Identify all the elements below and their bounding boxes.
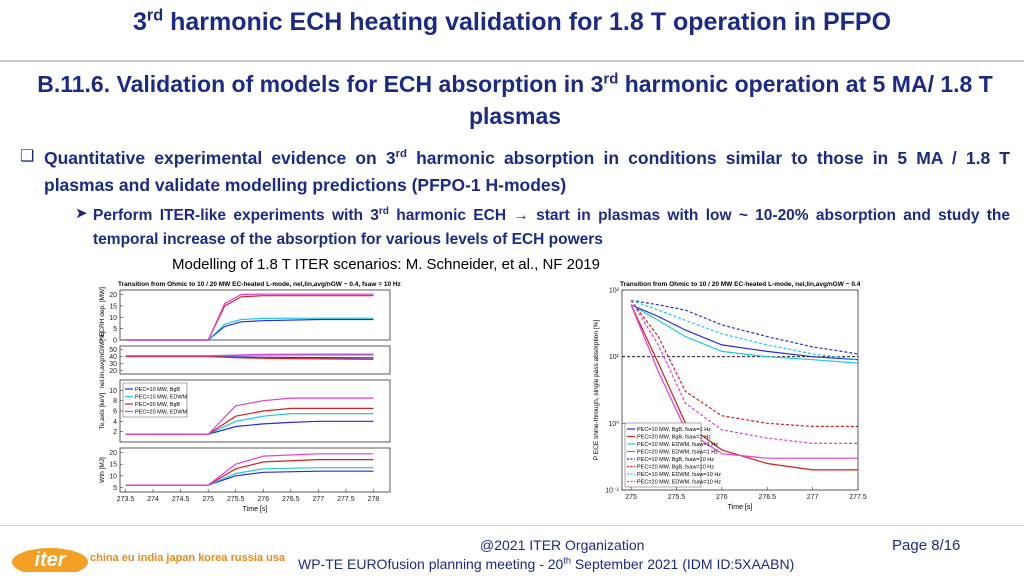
x-tick-label: 276.5 (282, 496, 300, 503)
bullet: Quantitative experimental evidence on 3r… (44, 148, 1010, 195)
sub-bullet: Perform ITER-like experiments with 3rd h… (93, 205, 1010, 248)
series-line (125, 293, 374, 341)
y-tick-label: 6 (113, 409, 117, 416)
y-axis-label: P ECE shine-through, single pass absorpt… (593, 320, 600, 461)
y-axis-label: nel,lin,avg/nGW [%] (99, 331, 106, 388)
x-axis-label: Time [s] (243, 506, 268, 513)
plot-frame (119, 345, 391, 375)
title-rule (0, 60, 1024, 62)
y-tick-label: 10 (109, 315, 117, 322)
x-tick-label: 277 (313, 496, 325, 503)
series-line (630, 299, 859, 361)
section-heading: B.11.6. Validation of models for ECH abs… (37, 70, 993, 129)
y-tick-label: 10² (609, 288, 620, 295)
y-tick-label: 4 (113, 419, 117, 426)
x-tick-label: 277.5 (849, 494, 867, 501)
x-tick-label: 273.5 (117, 496, 135, 503)
y-tick-label: 8 (113, 398, 117, 405)
y-tick-label: 15 (109, 462, 117, 469)
legend-label: PEC=20 MW, BgB (135, 402, 180, 408)
x-tick-label: 274 (147, 496, 159, 503)
y-tick-label: 10 (109, 388, 117, 395)
series-line (631, 299, 859, 355)
bullet-marker: ➤ (75, 205, 88, 222)
x-axis-label: Time [s] (728, 504, 753, 511)
legend-label: PEC=10 MW, BgB, fsaw=10 Hz (637, 457, 714, 463)
y-tick-label: 10⁻¹ (605, 488, 619, 495)
logo-tagline: china eu india japan korea russia usa (90, 552, 286, 564)
series-line (630, 299, 858, 444)
y-axis-label: Te,axis [keV] (99, 392, 106, 429)
legend-label: PEC=20 MW, EDWM, fsaw=10 Hz (637, 480, 721, 486)
figure-title: Transition from Ohmic to 10 / 20 MW EC-h… (620, 281, 861, 288)
legend-box (122, 382, 188, 418)
figure-caption: Modelling of 1.8 T ITER scenarios: M. Sc… (172, 256, 600, 273)
y-tick-label: 50 (109, 347, 117, 354)
y-tick-label: 10 (109, 473, 117, 480)
series-line (630, 299, 858, 427)
legend-box (624, 422, 702, 488)
y-tick-label: 30 (109, 361, 117, 368)
legend-label: PEC=20 MW, BgB, fsaw=1 Hz (637, 435, 711, 441)
x-tick-label: 276.5 (758, 494, 776, 501)
y-axis-label: Wth [MJ] (99, 457, 106, 483)
y-tick-label: 20 (109, 368, 117, 375)
x-tick-label: 275 (202, 496, 214, 503)
series-line (125, 353, 374, 357)
series-line (125, 413, 374, 435)
series-line (125, 453, 374, 486)
legend-label: PEC=10 MW, EDWM, fsaw=10 Hz (637, 472, 721, 478)
x-tick-label: 275.5 (227, 496, 245, 503)
series-line (125, 420, 374, 435)
logo-swoosh (12, 548, 88, 572)
logo: iter (12, 548, 88, 572)
x-tick-label: 277.5 (337, 496, 355, 503)
x-tick-label: 276 (716, 494, 728, 501)
x-tick-label: 278 (368, 496, 380, 503)
series-line (125, 397, 374, 435)
x-tick-label: 277 (807, 494, 819, 501)
y-tick-label: 0 (113, 338, 117, 345)
y-tick-label: 2 (113, 429, 117, 436)
footer-org: @2021 ITER Organization (480, 537, 645, 553)
slide-title: 3rd harmonic ECH heating validation for … (132, 6, 892, 36)
y-tick-label: 10¹ (609, 354, 620, 361)
series-line (630, 304, 858, 459)
y-tick-label: 15 (109, 303, 117, 310)
logo-text: iter (34, 549, 66, 571)
legend-label: PEC=20 MW, BgB, fsaw=10 Hz (637, 465, 714, 471)
x-tick-label: 275.5 (668, 494, 686, 501)
footer-rule (0, 525, 1024, 526)
series-line (630, 304, 859, 361)
legend-label: PEC=20 MW, EDWM, fsaw=1 Hz (637, 450, 718, 456)
y-tick-label: 20 (109, 450, 117, 457)
series-line (125, 355, 374, 360)
footer-meeting: WP-TE EUROfusion planning meeting - 20th… (298, 555, 795, 572)
legend-label: PEC=10 MW, EDWM, fsaw=1 Hz (637, 442, 718, 448)
x-tick-label: 275 (625, 494, 637, 501)
x-tick-label: 274.5 (172, 496, 190, 503)
series-line (125, 407, 374, 435)
legend-label: PEC=10 MW, BgB, fsaw=1 Hz (637, 427, 711, 433)
y-tick-label: 10⁰ (608, 420, 619, 428)
legend-label: PEC=20 MW, EDWM (135, 410, 188, 416)
figure-title: Transition from Ohmic to 10 / 20 MW EC-h… (118, 281, 402, 288)
y-tick-label: 5 (113, 485, 117, 492)
x-tick-label: 276 (257, 496, 269, 503)
legend-label: PEC=10 MW, BgB (135, 387, 180, 393)
legend-label: PEC=10 MW, EDWM (135, 395, 188, 401)
bullet-marker: ❑ (20, 148, 35, 165)
series-line (630, 304, 859, 364)
page-number: Page 8/16 (892, 537, 961, 554)
series-line (630, 304, 858, 471)
plot-frame (119, 289, 391, 341)
y-tick-label: 20 (109, 292, 117, 299)
y-tick-label: 5 (113, 326, 117, 333)
y-tick-label: 40 (109, 354, 117, 361)
y-axis-label: P ECRH dep. [MW] (99, 287, 106, 343)
